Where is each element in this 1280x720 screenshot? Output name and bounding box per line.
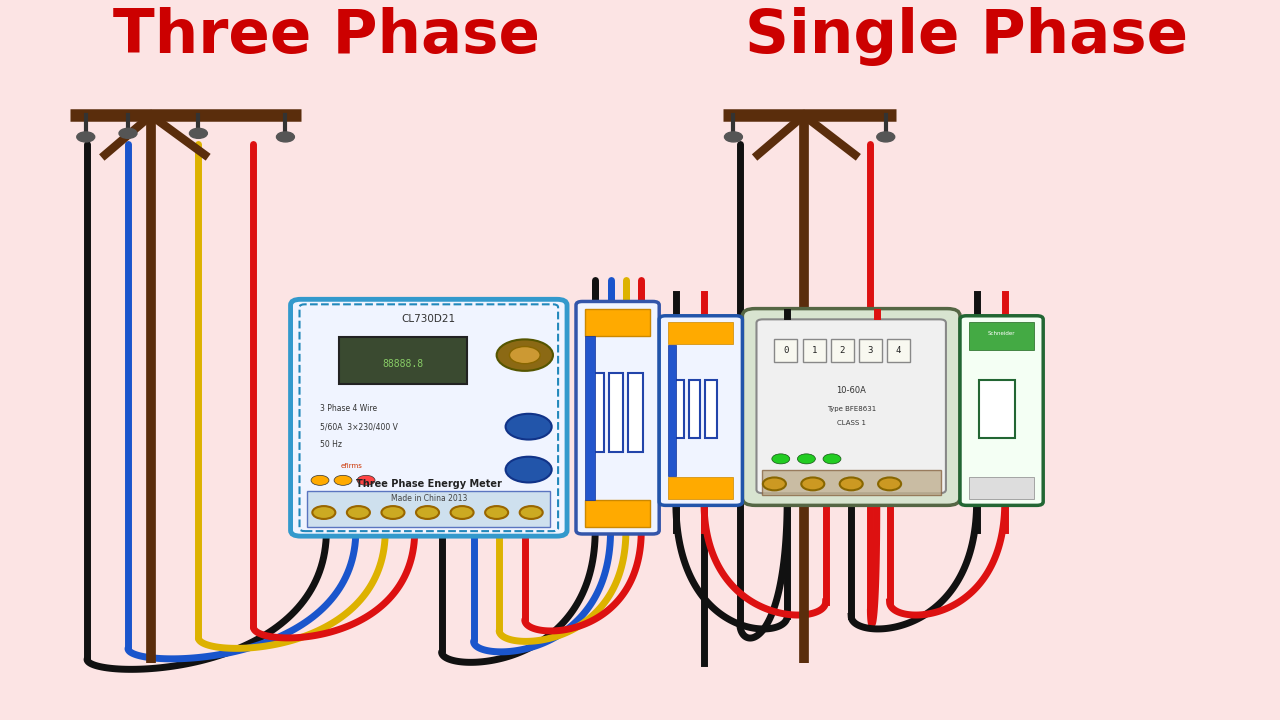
Text: 50 Hz: 50 Hz bbox=[320, 440, 342, 449]
Bar bbox=[969, 323, 1034, 350]
Circle shape bbox=[312, 506, 335, 519]
Bar bbox=[689, 379, 700, 438]
Bar bbox=[672, 379, 684, 438]
Circle shape bbox=[724, 132, 742, 142]
Circle shape bbox=[276, 132, 294, 142]
Text: CL730D21: CL730D21 bbox=[402, 315, 456, 324]
Circle shape bbox=[381, 506, 404, 519]
Circle shape bbox=[797, 454, 815, 464]
Bar bbox=[590, 373, 604, 451]
FancyBboxPatch shape bbox=[960, 316, 1043, 505]
Circle shape bbox=[334, 475, 352, 485]
Bar bbox=[585, 336, 595, 500]
FancyBboxPatch shape bbox=[659, 316, 742, 505]
Text: 0: 0 bbox=[783, 346, 788, 356]
Circle shape bbox=[840, 477, 863, 490]
Text: Three Phase: Three Phase bbox=[113, 7, 540, 66]
Text: Single Phase: Single Phase bbox=[745, 7, 1188, 66]
Bar bbox=[339, 337, 467, 384]
Bar bbox=[585, 500, 650, 527]
Circle shape bbox=[451, 506, 474, 519]
Text: 2: 2 bbox=[840, 346, 845, 356]
Text: 10-60A: 10-60A bbox=[836, 387, 867, 395]
Text: 1: 1 bbox=[812, 346, 817, 356]
Circle shape bbox=[772, 454, 790, 464]
Text: 3 Phase 4 Wire: 3 Phase 4 Wire bbox=[320, 405, 378, 413]
Circle shape bbox=[485, 506, 508, 519]
Bar bbox=[628, 373, 643, 451]
Text: 5/60A  3×230/400 V: 5/60A 3×230/400 V bbox=[320, 422, 398, 431]
Bar bbox=[668, 345, 676, 476]
Bar bbox=[307, 491, 550, 527]
Bar bbox=[979, 379, 1015, 438]
Text: Schneider: Schneider bbox=[988, 331, 1015, 336]
Bar bbox=[803, 339, 826, 362]
Circle shape bbox=[506, 456, 552, 482]
Circle shape bbox=[416, 506, 439, 519]
Circle shape bbox=[801, 477, 824, 490]
Bar bbox=[969, 477, 1034, 499]
Text: CLASS 1: CLASS 1 bbox=[837, 420, 865, 426]
Circle shape bbox=[878, 477, 901, 490]
Circle shape bbox=[520, 506, 543, 519]
Circle shape bbox=[763, 477, 786, 490]
Bar bbox=[887, 339, 910, 362]
Circle shape bbox=[189, 128, 207, 138]
Circle shape bbox=[823, 454, 841, 464]
Text: 3: 3 bbox=[868, 346, 873, 356]
Circle shape bbox=[119, 128, 137, 138]
Text: efirms: efirms bbox=[340, 463, 364, 469]
FancyBboxPatch shape bbox=[742, 309, 960, 505]
Circle shape bbox=[877, 132, 895, 142]
Bar bbox=[705, 379, 717, 438]
FancyBboxPatch shape bbox=[576, 302, 659, 534]
Bar bbox=[668, 323, 733, 344]
Circle shape bbox=[509, 346, 540, 364]
Text: Three Phase Energy Meter: Three Phase Energy Meter bbox=[356, 479, 502, 489]
FancyBboxPatch shape bbox=[291, 300, 567, 536]
Circle shape bbox=[311, 475, 329, 485]
Bar bbox=[831, 339, 854, 362]
Text: Made in China 2013: Made in China 2013 bbox=[390, 494, 467, 503]
Text: Type BFE8631: Type BFE8631 bbox=[827, 406, 876, 412]
Text: 4: 4 bbox=[896, 346, 901, 356]
FancyBboxPatch shape bbox=[756, 320, 946, 493]
Bar bbox=[762, 469, 941, 495]
Bar bbox=[585, 309, 650, 336]
Circle shape bbox=[77, 132, 95, 142]
Text: 88888.8: 88888.8 bbox=[383, 359, 424, 369]
Circle shape bbox=[347, 506, 370, 519]
Circle shape bbox=[497, 339, 553, 371]
Bar bbox=[609, 373, 623, 451]
Bar bbox=[668, 477, 733, 499]
Bar bbox=[774, 339, 797, 362]
Circle shape bbox=[357, 475, 375, 485]
Bar bbox=[859, 339, 882, 362]
Circle shape bbox=[506, 414, 552, 439]
